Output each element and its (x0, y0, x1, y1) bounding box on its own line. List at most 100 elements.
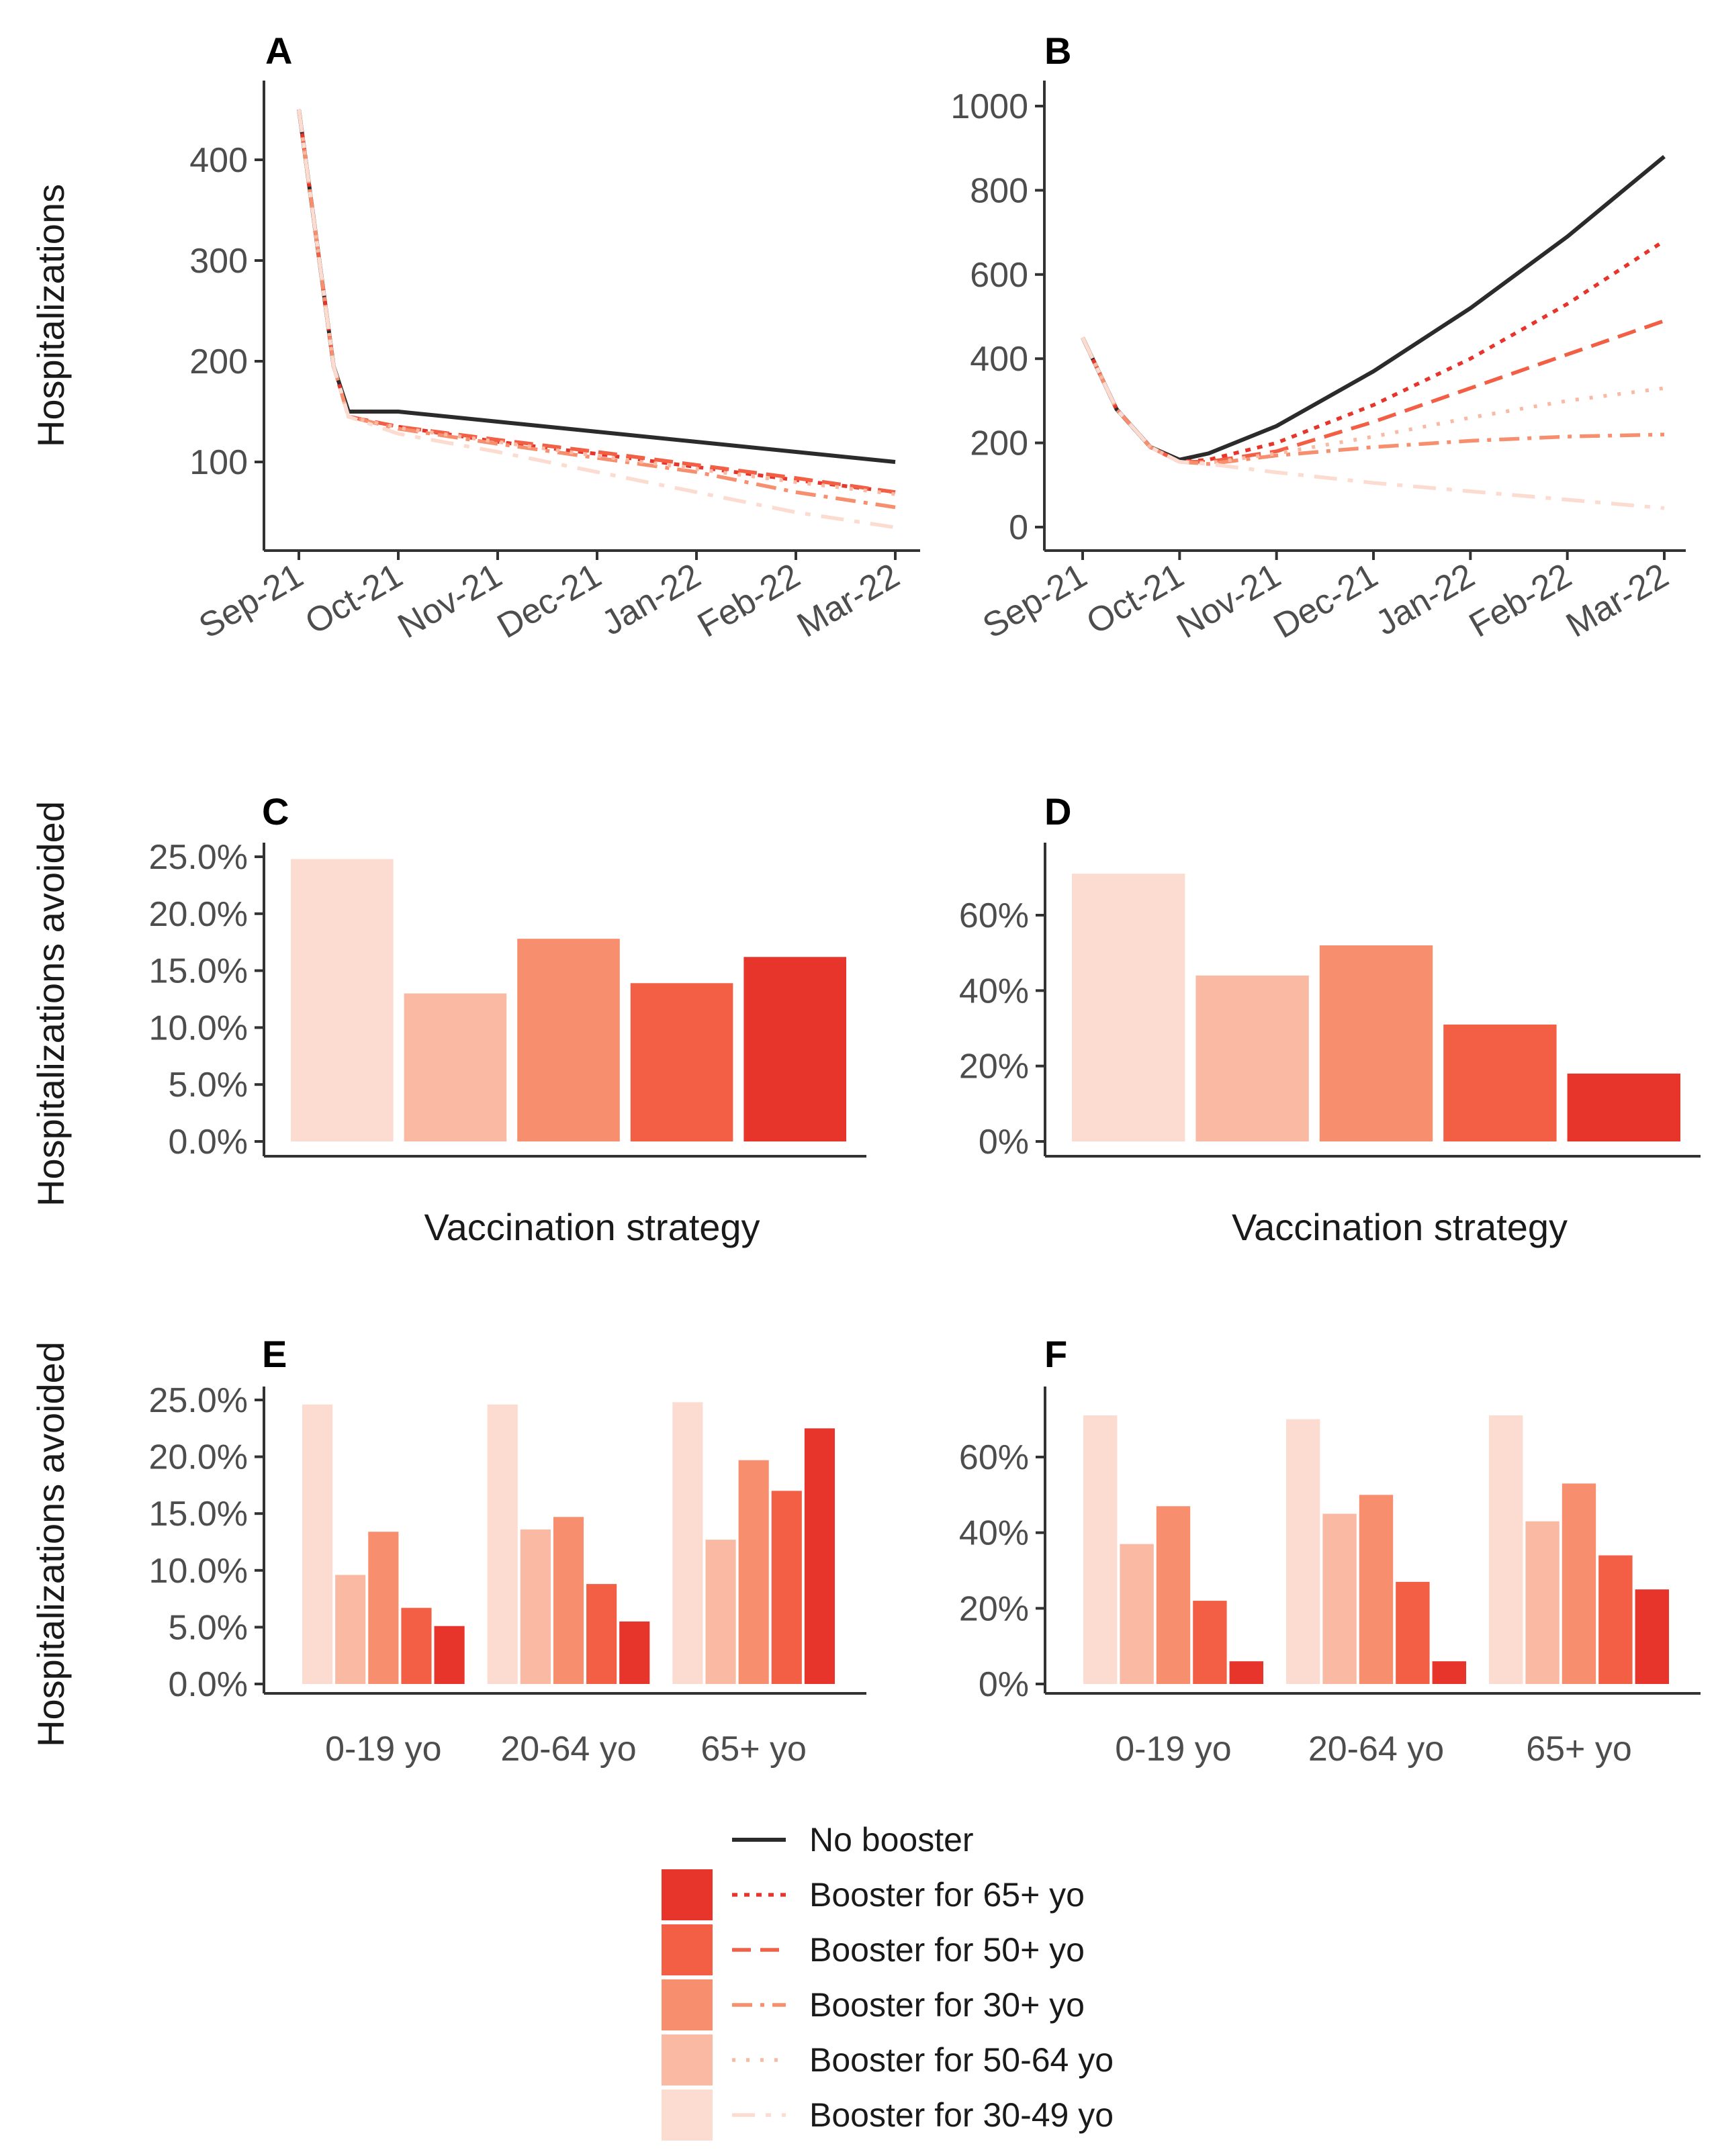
x-tick-label: Dec-21 (491, 556, 608, 646)
y-tick-label: 60% (959, 896, 1029, 935)
x-tick-label: Sep-21 (977, 556, 1093, 646)
y-tick-label: 5.0% (168, 1066, 248, 1105)
y-tick-label: 20.0% (149, 1438, 248, 1477)
y-tick-label: 20% (959, 1047, 1029, 1086)
y-tick-label: 0.0% (168, 1665, 248, 1704)
bar-booster-30 (368, 1532, 399, 1684)
series-line-booster-3049 (297, 109, 896, 530)
bar-booster-65 (1432, 1661, 1466, 1684)
legend-swatch-booster-30 (662, 1979, 713, 2030)
series-line-booster-5064 (1081, 336, 1665, 465)
y-axis-title-c: Hospitalizations avoided (30, 801, 72, 1207)
bar-booster-50 (771, 1491, 802, 1684)
bar-booster-50 (1193, 1601, 1227, 1684)
x-tick-label: Dec-21 (1267, 556, 1384, 646)
bar-booster-65 (1567, 1073, 1680, 1141)
bar-booster-30 (1562, 1483, 1596, 1684)
bar-booster-30 (1319, 945, 1433, 1141)
y-tick-label: 20% (959, 1589, 1029, 1628)
bar-booster-30 (738, 1460, 769, 1684)
x-tick-label: 0-19 yo (325, 1730, 441, 1769)
bar-booster-30 (517, 939, 620, 1141)
bar-booster-65 (619, 1621, 650, 1684)
panel-label-b: B (1044, 30, 1071, 72)
bar-booster-5064 (1322, 1513, 1357, 1684)
x-tick-label: 20-64 yo (1308, 1730, 1444, 1769)
y-tick-label: 1000 (950, 87, 1028, 126)
bar-booster-3049 (672, 1402, 703, 1684)
legend-label: Booster for 50+ yo (809, 1931, 1085, 1969)
series-line-booster-30 (1081, 336, 1665, 466)
bar-booster-5064 (1525, 1521, 1559, 1684)
x-tick-label: Feb-22 (691, 556, 807, 645)
legend-swatch-booster-50 (662, 1924, 713, 1975)
series-line-booster-65 (297, 109, 896, 494)
y-tick-label: 400 (189, 141, 248, 180)
bar-booster-50 (630, 983, 733, 1141)
bar-booster-50 (1396, 1581, 1430, 1684)
bar-booster-50 (1598, 1555, 1633, 1684)
x-tick-label: Jan-22 (1369, 556, 1482, 643)
series-line-booster-3049 (1081, 336, 1665, 510)
legend-swatch-booster-5064 (662, 2034, 713, 2085)
x-tick-label: Mar-22 (790, 556, 906, 645)
y-tick-label: 10.0% (149, 1552, 248, 1591)
y-tick-label: 0% (979, 1123, 1029, 1162)
y-axis-title-e: Hospitalizations avoided (30, 1342, 72, 1747)
x-axis-title-c: Vaccination strategy (424, 1206, 760, 1248)
legend-label: Booster for 30+ yo (809, 1986, 1085, 2024)
bar-booster-3049 (291, 859, 394, 1141)
bar-booster-30 (1156, 1506, 1191, 1684)
series-line-booster-30 (297, 109, 896, 510)
series-line-no-booster (297, 109, 896, 464)
y-tick-label: 40% (959, 972, 1029, 1011)
series-line-no-booster (1081, 154, 1666, 462)
x-tick-label: 0-19 yo (1115, 1730, 1231, 1769)
bar-booster-50 (1443, 1024, 1557, 1141)
x-tick-label: Nov-21 (1170, 556, 1287, 646)
y-tick-label: 300 (189, 242, 248, 281)
series-line-booster-5064 (297, 109, 896, 496)
bar-booster-65 (1635, 1589, 1669, 1684)
bar-booster-5064 (705, 1540, 736, 1684)
x-tick-label: Jan-22 (595, 556, 707, 643)
bar-booster-3049 (487, 1404, 518, 1684)
legend-swatch-booster-3049 (662, 2090, 713, 2141)
bar-booster-5064 (1120, 1544, 1154, 1684)
legend-label: Booster for 50-64 yo (809, 2041, 1114, 2079)
legend-label: Booster for 30-49 yo (809, 2096, 1114, 2134)
y-tick-label: 0% (979, 1665, 1029, 1704)
x-tick-label: Oct-21 (1080, 556, 1190, 642)
bar-booster-5064 (404, 993, 507, 1141)
y-tick-label: 0.0% (168, 1123, 248, 1162)
y-tick-label: 20.0% (149, 895, 248, 934)
bar-booster-30 (1359, 1495, 1394, 1684)
y-tick-label: 15.0% (149, 1495, 248, 1534)
bar-booster-3049 (1072, 874, 1185, 1141)
panel-label-e: E (262, 1333, 287, 1375)
x-tick-label: 65+ yo (1526, 1730, 1632, 1769)
bar-booster-3049 (1489, 1415, 1523, 1684)
x-axis-title-d: Vaccination strategy (1232, 1206, 1568, 1248)
bar-booster-65 (743, 957, 846, 1141)
series-line-booster-50 (297, 109, 896, 494)
panel-label-d: D (1044, 790, 1071, 833)
panel-label-f: F (1044, 1333, 1067, 1375)
x-tick-label: Nov-21 (392, 556, 508, 646)
x-tick-label: 65+ yo (700, 1730, 807, 1769)
y-tick-label: 200 (970, 424, 1028, 463)
y-tick-label: 200 (189, 342, 248, 381)
y-tick-label: 15.0% (149, 952, 248, 991)
y-axis-title-a: Hospitalizations (30, 184, 72, 447)
x-tick-label: Mar-22 (1559, 556, 1675, 645)
y-tick-label: 400 (970, 340, 1028, 379)
panel-label-a: A (265, 30, 292, 72)
legend-label: Booster for 65+ yo (809, 1876, 1085, 1914)
y-tick-label: 60% (959, 1438, 1029, 1477)
bar-booster-3049 (302, 1404, 333, 1684)
x-tick-label: 20-64 yo (500, 1730, 636, 1769)
legend-swatch-booster-65 (662, 1869, 713, 1920)
bar-booster-65 (1229, 1661, 1263, 1684)
bar-booster-3049 (1286, 1419, 1320, 1684)
